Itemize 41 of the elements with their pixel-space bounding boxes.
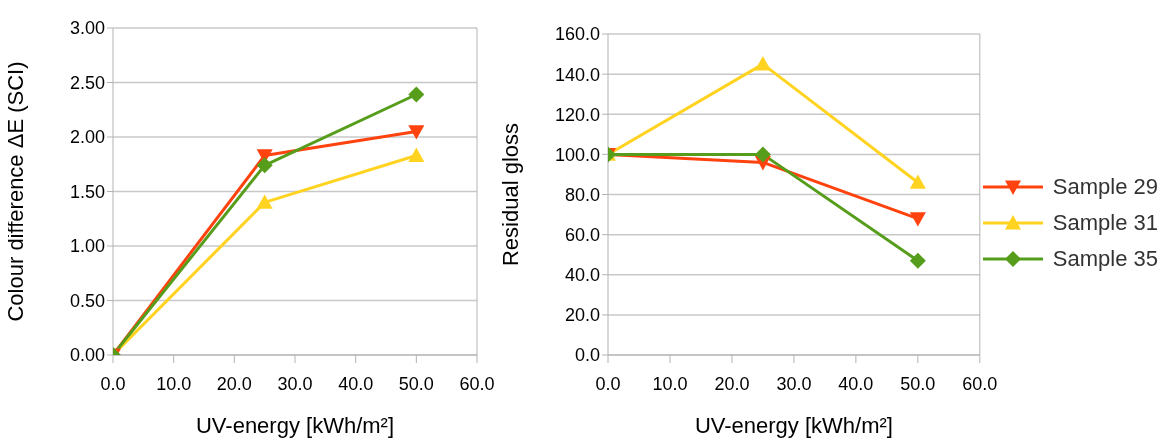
x-axis-title: UV-energy [kWh/m²] [195, 413, 395, 438]
y-tick-label: 20.0 [564, 305, 600, 326]
x-tick-label: 10.0 [652, 373, 688, 394]
y-tick-label: 2.00 [69, 127, 105, 148]
x-tick-label: 60.0 [459, 373, 495, 394]
y-tick-label: 140.0 [554, 64, 600, 85]
point [408, 125, 425, 140]
point [909, 174, 926, 189]
y-axis-title: Residual gloss [497, 122, 523, 267]
x-tick-label: 10.0 [156, 373, 192, 394]
x-tick-label: 40.0 [838, 373, 874, 394]
point [408, 86, 425, 103]
legend-label: Sample 29 [1052, 174, 1158, 200]
x-axis-title: UV-energy [kWh/m²] [694, 413, 893, 438]
y-tick-label: 60.0 [564, 225, 600, 246]
x-tick-label: 50.0 [398, 373, 434, 394]
point [909, 212, 926, 227]
point [909, 252, 926, 269]
x-tick-label: 20.0 [216, 373, 252, 394]
y-tick-label: 1.50 [69, 181, 105, 202]
x-tick-label: 40.0 [338, 373, 374, 394]
y-tick-label: 0.0 [574, 345, 600, 366]
y-tick-label: 80.0 [564, 184, 600, 205]
y-tick-label: 2.50 [69, 72, 105, 93]
legend-label: Sample 35 [1052, 246, 1158, 272]
x-tick-label: 60.0 [962, 373, 998, 394]
x-tick-label: 30.0 [277, 373, 313, 394]
y-tick-label: 3.00 [69, 18, 105, 39]
y-tick-label: 100.0 [554, 144, 600, 165]
y-tick-label: 120.0 [554, 104, 600, 125]
x-tick-label: 30.0 [776, 373, 812, 394]
y-tick-label: 0.00 [69, 345, 105, 366]
y-tick-label: 40.0 [564, 265, 600, 286]
x-tick-label: 20.0 [714, 373, 750, 394]
x-tick-label: 0.0 [595, 373, 621, 394]
y-tick-label: 0.50 [69, 290, 105, 311]
legend-label: Sample 31 [1052, 210, 1158, 236]
y-tick-label: 1.00 [69, 236, 105, 257]
x-tick-label: 50.0 [900, 373, 936, 394]
x-tick-label: 0.0 [100, 373, 126, 394]
y-tick-label: 160.0 [554, 24, 600, 45]
